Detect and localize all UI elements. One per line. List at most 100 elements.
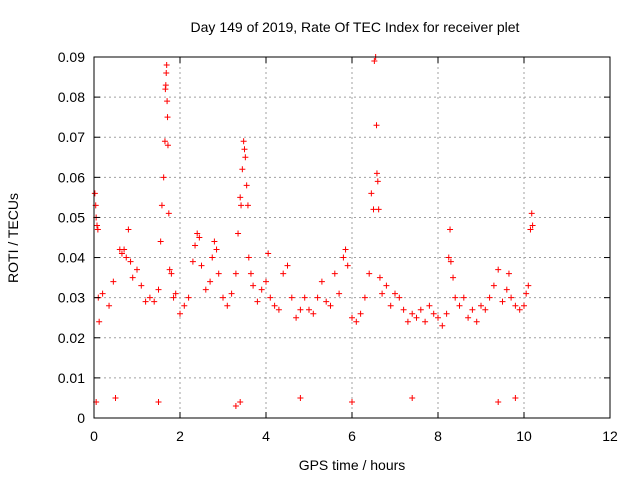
- data-point: [94, 226, 101, 233]
- data-point: [165, 210, 172, 217]
- data-point: [443, 310, 450, 317]
- data-point: [110, 278, 117, 285]
- y-tick-label: 0.09: [58, 49, 85, 65]
- y-tick-label: 0.06: [58, 169, 85, 185]
- data-point: [243, 182, 250, 189]
- data-point: [271, 302, 278, 309]
- data-point: [91, 190, 98, 197]
- data-point: [265, 250, 272, 257]
- data-point: [525, 282, 532, 289]
- data-point: [240, 138, 247, 145]
- data-point: [450, 274, 457, 281]
- data-point: [460, 294, 467, 301]
- data-point: [172, 290, 179, 297]
- x-tick-label: 8: [434, 428, 442, 444]
- y-tick-label: 0.02: [58, 330, 85, 346]
- data-point: [396, 294, 403, 301]
- data-point: [288, 294, 295, 301]
- data-point: [430, 310, 437, 317]
- x-tick-label: 0: [90, 428, 98, 444]
- data-point: [344, 262, 351, 269]
- data-point: [469, 306, 476, 313]
- data-point: [96, 318, 103, 325]
- data-point: [409, 394, 416, 401]
- data-point: [164, 98, 171, 105]
- data-point: [373, 170, 380, 177]
- data-point: [342, 246, 349, 253]
- data-point: [209, 254, 216, 261]
- data-point: [194, 230, 201, 237]
- data-point: [314, 294, 321, 301]
- data-point: [422, 318, 429, 325]
- data-point: [164, 114, 171, 121]
- data-point: [198, 262, 205, 269]
- data-point: [383, 282, 390, 289]
- data-point: [318, 278, 325, 285]
- data-point: [413, 314, 420, 321]
- data-point: [521, 302, 527, 309]
- data-point: [181, 302, 188, 309]
- data-point: [125, 226, 132, 233]
- data-point: [495, 266, 502, 273]
- data-point: [527, 226, 534, 233]
- data-points: [91, 54, 536, 409]
- data-point: [473, 318, 480, 325]
- data-point: [404, 318, 411, 325]
- data-point: [237, 194, 244, 201]
- data-point: [353, 318, 360, 325]
- data-point: [254, 298, 261, 305]
- data-point: [310, 310, 317, 317]
- data-point: [280, 270, 287, 277]
- data-point: [244, 202, 251, 209]
- data-point: [155, 398, 162, 405]
- data-point: [482, 306, 489, 313]
- x-tick-label: 12: [602, 428, 618, 444]
- x-tick-labels: 0 2 4 6 8 10 12: [90, 428, 618, 444]
- y-tick-label: 0.07: [58, 129, 85, 145]
- y-tick-label: 0.08: [58, 89, 85, 105]
- data-point: [123, 254, 130, 261]
- data-point: [373, 122, 380, 129]
- data-point: [163, 70, 170, 77]
- data-point: [224, 302, 231, 309]
- data-point: [508, 294, 515, 301]
- data-point: [297, 394, 304, 401]
- data-point: [512, 302, 519, 309]
- data-point: [417, 306, 424, 313]
- data-point: [331, 270, 338, 277]
- data-point: [155, 286, 162, 293]
- data-point: [168, 270, 175, 277]
- data-point: [478, 302, 484, 309]
- data-point: [445, 254, 452, 261]
- data-point: [447, 226, 454, 233]
- data-point: [528, 210, 535, 217]
- data-point: [375, 206, 382, 213]
- data-point: [435, 314, 441, 321]
- data-point: [366, 270, 373, 277]
- data-point: [112, 394, 119, 401]
- data-point: [340, 254, 347, 261]
- data-point: [376, 274, 383, 281]
- data-point: [196, 234, 203, 241]
- data-point: [146, 294, 153, 301]
- x-tick-label: 10: [516, 428, 532, 444]
- data-point: [170, 294, 177, 301]
- data-point: [241, 146, 248, 153]
- data-point: [465, 314, 472, 321]
- data-point: [297, 306, 304, 313]
- data-point: [235, 230, 242, 237]
- x-tick-label: 6: [348, 428, 356, 444]
- y-tick-labels: 0 0.01 0.02 0.03 0.04 0.05 0.06 0.07 0.08 0.09: [58, 49, 85, 426]
- data-point: [163, 62, 170, 69]
- data-point: [207, 278, 214, 285]
- x-tick-label: 2: [176, 428, 184, 444]
- y-tick-label: 0.03: [58, 290, 85, 306]
- data-point: [426, 302, 433, 309]
- data-point: [162, 82, 169, 89]
- data-point: [499, 298, 506, 305]
- data-point: [160, 174, 167, 181]
- data-point: [157, 238, 164, 245]
- data-point: [447, 258, 454, 265]
- data-point: [368, 190, 375, 197]
